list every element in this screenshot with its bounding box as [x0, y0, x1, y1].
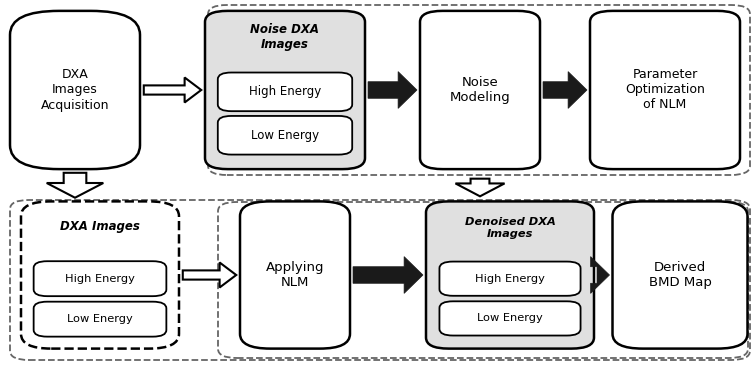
- FancyBboxPatch shape: [208, 5, 750, 175]
- Text: Derived
BMD Map: Derived BMD Map: [649, 261, 711, 289]
- FancyBboxPatch shape: [240, 201, 350, 348]
- FancyBboxPatch shape: [10, 200, 750, 360]
- FancyBboxPatch shape: [205, 11, 365, 169]
- Text: Applying
NLM: Applying NLM: [266, 261, 324, 289]
- Polygon shape: [143, 78, 202, 103]
- Polygon shape: [543, 72, 587, 109]
- Text: DXA
Images
Acquisition: DXA Images Acquisition: [41, 68, 109, 112]
- FancyBboxPatch shape: [217, 72, 352, 111]
- Text: High Energy: High Energy: [249, 85, 321, 98]
- Text: Low Energy: Low Energy: [477, 314, 543, 323]
- FancyBboxPatch shape: [10, 11, 140, 169]
- Polygon shape: [183, 262, 236, 287]
- FancyBboxPatch shape: [439, 301, 581, 336]
- Text: Low Energy: Low Energy: [251, 129, 319, 142]
- FancyBboxPatch shape: [439, 262, 581, 296]
- Text: High Energy: High Energy: [475, 274, 545, 284]
- Text: Low Energy: Low Energy: [67, 314, 133, 324]
- Text: DXA Images: DXA Images: [60, 220, 140, 233]
- Text: Noise
Modeling: Noise Modeling: [450, 76, 510, 104]
- FancyBboxPatch shape: [34, 302, 166, 337]
- Polygon shape: [368, 72, 417, 109]
- Text: Parameter
Optimization
of NLM: Parameter Optimization of NLM: [625, 68, 705, 112]
- FancyBboxPatch shape: [21, 201, 179, 348]
- FancyBboxPatch shape: [590, 11, 740, 169]
- FancyBboxPatch shape: [34, 261, 166, 296]
- FancyBboxPatch shape: [218, 202, 748, 358]
- FancyBboxPatch shape: [217, 116, 352, 155]
- Polygon shape: [590, 256, 609, 293]
- Polygon shape: [47, 173, 103, 198]
- FancyBboxPatch shape: [612, 201, 747, 348]
- Text: Noise DXA
Images: Noise DXA Images: [251, 24, 319, 52]
- Text: Denoised DXA
Images: Denoised DXA Images: [464, 217, 556, 239]
- Polygon shape: [353, 256, 423, 293]
- FancyBboxPatch shape: [426, 201, 594, 348]
- FancyBboxPatch shape: [420, 11, 540, 169]
- Text: High Energy: High Energy: [65, 274, 135, 284]
- Polygon shape: [455, 179, 504, 196]
